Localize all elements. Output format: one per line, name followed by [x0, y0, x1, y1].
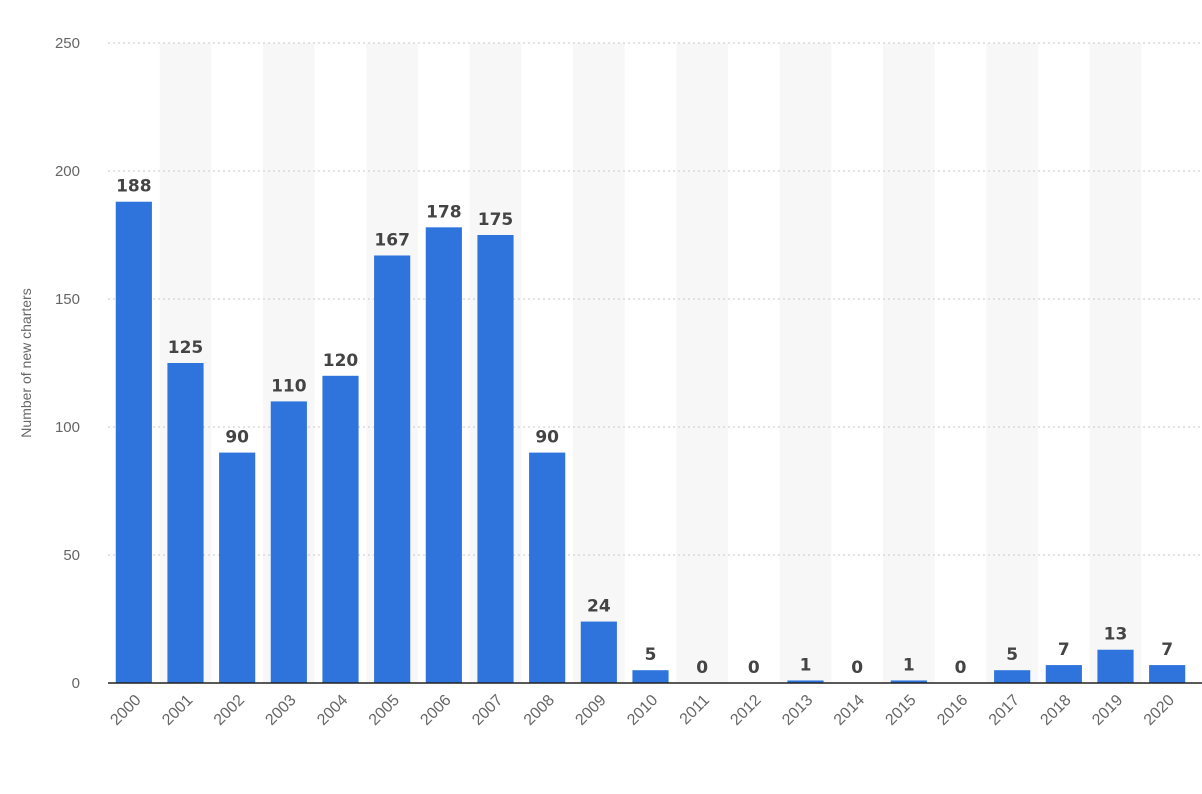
x-tick-label: 2001 — [159, 692, 196, 729]
value-label: 0 — [955, 658, 967, 678]
column-band — [986, 43, 1038, 683]
bar — [1149, 665, 1186, 683]
x-tick-label: 2012 — [727, 692, 764, 729]
x-tick-label: 2014 — [831, 692, 868, 729]
x-tick-label: 2003 — [262, 692, 299, 729]
bar — [322, 375, 359, 683]
value-label: 7 — [1161, 640, 1173, 660]
value-label: 0 — [748, 658, 760, 678]
value-label: 110 — [271, 376, 307, 396]
x-tick-label: 2005 — [366, 692, 403, 729]
column-band — [573, 43, 625, 683]
value-label: 24 — [587, 597, 611, 617]
value-label: 7 — [1058, 640, 1070, 660]
value-label: 90 — [535, 428, 559, 448]
bar — [1045, 665, 1082, 683]
x-tick-label: 2018 — [1037, 692, 1074, 729]
bar — [1097, 649, 1134, 683]
bar — [787, 680, 824, 683]
y-axis-label: Number of new charters — [18, 288, 34, 437]
bar — [167, 363, 204, 683]
y-tick-label: 250 — [55, 35, 80, 52]
x-axis-ticks: 2000 2001 2002 2003 2004 2005 2006 2007 2008 2009… — [107, 692, 1178, 729]
value-label: 167 — [374, 230, 410, 250]
column-band — [883, 43, 935, 683]
x-tick-label: 2015 — [882, 692, 919, 729]
x-tick-label: 2008 — [521, 692, 558, 729]
bar — [580, 621, 617, 683]
x-tick-label: 2011 — [677, 692, 713, 728]
value-label: 120 — [323, 351, 359, 371]
value-label: 5 — [645, 645, 657, 665]
value-label: 13 — [1104, 625, 1128, 645]
value-label: 175 — [478, 210, 514, 230]
value-labels: 188 125 90 110 120 167 178 175 90 24 5 0 0 1 0 1 0 5 7 13 7 — [116, 177, 1173, 678]
x-tick-label: 2013 — [779, 692, 816, 729]
x-tick-label: 2004 — [314, 692, 351, 729]
value-label: 188 — [116, 177, 152, 197]
bar — [890, 680, 927, 683]
x-tick-label: 2009 — [572, 692, 609, 729]
value-label: 1 — [800, 655, 812, 675]
value-label: 1 — [903, 655, 915, 675]
y-axis-ticks: 0 50 100 150 200 250 — [55, 35, 80, 692]
x-tick-label: 2000 — [107, 692, 144, 729]
y-tick-label: 200 — [55, 163, 80, 180]
bar — [632, 670, 669, 683]
bar — [529, 452, 566, 683]
bars — [115, 201, 1186, 684]
value-label: 5 — [1006, 645, 1018, 665]
x-tick-label: 2017 — [986, 692, 1023, 729]
value-label: 0 — [851, 658, 863, 678]
x-tick-label: 2016 — [934, 692, 971, 729]
x-tick-label: 2006 — [417, 692, 454, 729]
x-tick-label: 2020 — [1141, 692, 1178, 729]
column-band — [779, 43, 832, 683]
bar — [270, 401, 307, 683]
x-tick-label: 2002 — [211, 692, 248, 729]
bar — [994, 670, 1031, 683]
bar — [219, 452, 256, 683]
value-label: 0 — [696, 658, 708, 678]
column-band — [676, 43, 728, 683]
value-label: 90 — [225, 428, 249, 448]
y-tick-label: 100 — [55, 419, 80, 436]
bar — [115, 201, 152, 683]
x-tick-label: 2019 — [1089, 692, 1126, 729]
y-tick-label: 0 — [72, 675, 80, 692]
gridlines — [108, 42, 1202, 556]
bar — [374, 255, 411, 684]
bar — [477, 235, 514, 683]
value-label: 125 — [168, 338, 204, 358]
y-tick-label: 150 — [55, 291, 80, 308]
value-label: 178 — [426, 202, 462, 222]
bar — [425, 227, 462, 683]
column-band — [1089, 43, 1142, 683]
x-tick-label: 2007 — [469, 692, 506, 729]
y-tick-label: 50 — [63, 547, 80, 564]
x-tick-label: 2010 — [624, 692, 661, 729]
column-bands — [159, 43, 1142, 683]
